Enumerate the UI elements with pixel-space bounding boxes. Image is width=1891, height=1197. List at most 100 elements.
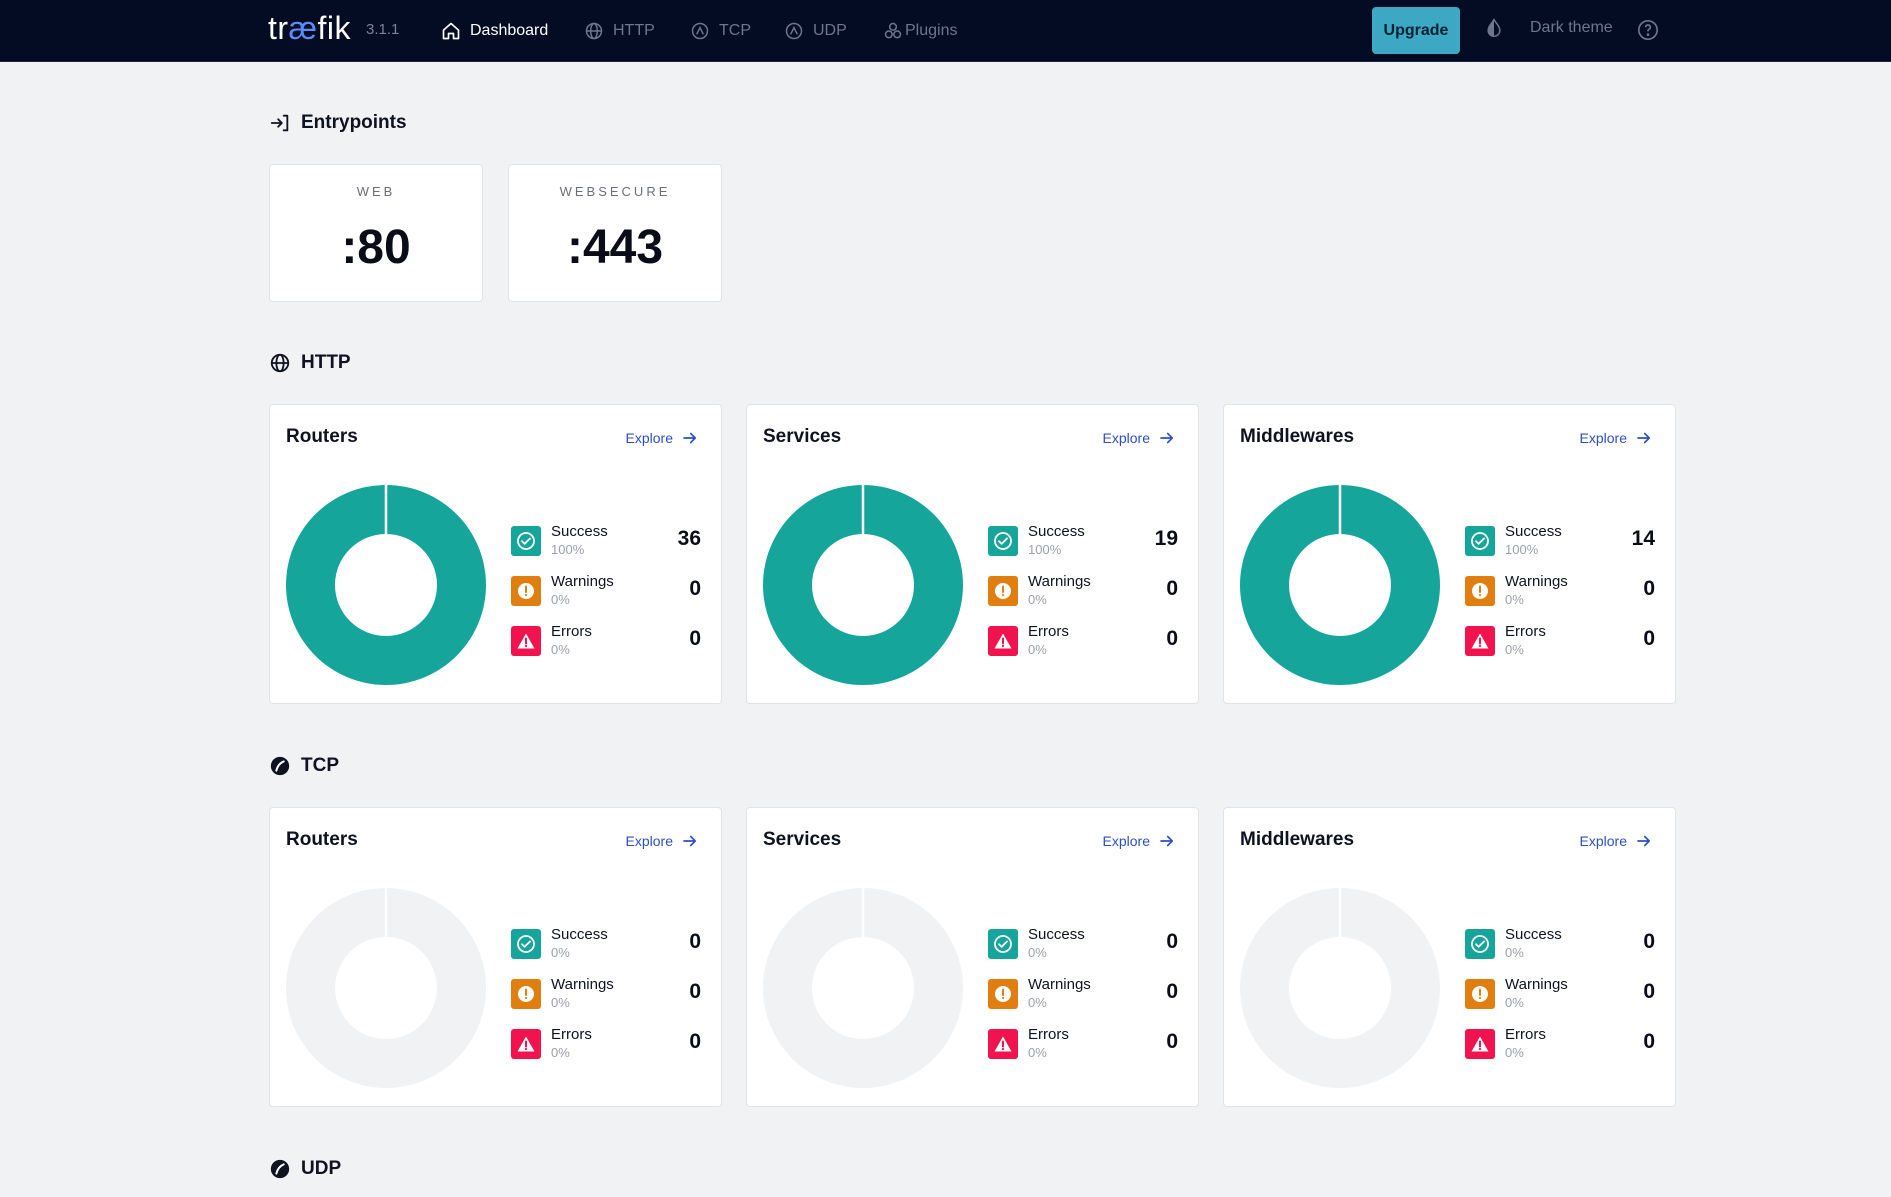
legend-label: Errors (1028, 1026, 1069, 1043)
legend-percent: 0% (1028, 995, 1047, 1010)
top-navigation-bar: træfik 3.1.1 Dashboard HTTP TCP UDP Plug… (0, 0, 1891, 62)
card-title: Routers (286, 426, 358, 447)
legend-label: Warnings (551, 573, 614, 590)
warning-triangle-icon (517, 1036, 535, 1052)
nav-plugins[interactable]: Plugins (883, 18, 957, 44)
explore-link[interactable]: Explore (1580, 832, 1653, 850)
legend-percent: 0% (1028, 1045, 1047, 1060)
legend-label: Warnings (1028, 573, 1091, 590)
logo-text-end: fik (317, 10, 351, 46)
http-heading: HTTP (269, 352, 351, 374)
legend-count: 0 (1643, 930, 1655, 953)
card-title: Routers (286, 829, 358, 850)
globe-icon (270, 353, 290, 373)
legend-count: 0 (689, 577, 701, 600)
legend-percent: 0% (551, 642, 570, 657)
home-icon (442, 22, 460, 40)
legend-count: 0 (689, 980, 701, 1003)
legend-label: Errors (551, 623, 592, 640)
legend-count: 0 (1643, 627, 1655, 650)
explore-link[interactable]: Explore (626, 429, 699, 447)
explore-link[interactable]: Explore (1103, 832, 1176, 850)
entrypoints-title: Entrypoints (301, 112, 407, 133)
legend-warnings: Warnings 0% 0 (1465, 573, 1655, 613)
nav-tcp-label: TCP (719, 22, 751, 39)
donut-segment (1240, 485, 1440, 685)
legend-percent: 0% (551, 945, 570, 960)
traefik-logo[interactable]: træfik (268, 10, 351, 47)
explore-label: Explore (625, 430, 673, 446)
nav-udp[interactable]: UDP (784, 18, 847, 44)
check-circle-icon (994, 532, 1012, 550)
error-badge (988, 1029, 1018, 1059)
explore-link[interactable]: Explore (626, 832, 699, 850)
explore-label: Explore (1579, 430, 1627, 446)
legend-label: Warnings (1028, 976, 1091, 993)
warning-badge (511, 979, 541, 1009)
warning-badge (1465, 979, 1495, 1009)
donut-segment (286, 485, 486, 685)
exclamation-circle-icon (995, 583, 1011, 599)
entrypoints-heading: Entrypoints (269, 112, 407, 134)
legend-label: Success (1505, 523, 1562, 540)
login-arrow-icon (270, 114, 289, 132)
legend-errors: Errors 0% 0 (511, 1026, 701, 1066)
legend-success: Success 100% 36 (511, 523, 701, 563)
upgrade-button[interactable]: Upgrade (1372, 7, 1460, 54)
warning-triangle-icon (1471, 1036, 1489, 1052)
arrow-right-icon (683, 835, 697, 847)
success-badge (988, 526, 1018, 556)
legend-percent: 0% (1028, 945, 1047, 960)
tcp-icon (270, 756, 290, 776)
legend-warnings: Warnings 0% 0 (511, 573, 701, 613)
legend-label: Success (1028, 926, 1085, 943)
legend-warnings: Warnings 0% 0 (988, 573, 1178, 613)
legend-warnings: Warnings 0% 0 (1465, 976, 1655, 1016)
check-circle-icon (517, 532, 535, 550)
success-badge (1465, 929, 1495, 959)
explore-label: Explore (1579, 833, 1627, 849)
legend-percent: 0% (1505, 995, 1524, 1010)
error-badge (511, 626, 541, 656)
arrow-right-icon (1160, 835, 1174, 847)
nav-dashboard[interactable]: Dashboard (441, 18, 548, 44)
legend-count: 19 (1154, 527, 1178, 550)
legend-count: 0 (689, 930, 701, 953)
legend-errors: Errors 0% 0 (988, 1026, 1178, 1066)
legend-errors: Errors 0% 0 (1465, 623, 1655, 663)
warning-triangle-icon (517, 633, 535, 649)
nav-plugins-label: Plugins (905, 22, 958, 39)
card-title: Middlewares (1240, 426, 1355, 447)
nav-http[interactable]: HTTP (584, 18, 655, 44)
explore-link[interactable]: Explore (1580, 429, 1653, 447)
help-icon[interactable] (1637, 19, 1659, 41)
legend-percent: 100% (1028, 542, 1062, 557)
legend-percent: 0% (1028, 642, 1047, 657)
legend-errors: Errors 0% 0 (988, 623, 1178, 663)
card-title: Services (763, 426, 842, 447)
legend-percent: 100% (551, 542, 585, 557)
legend-label: Success (1505, 926, 1562, 943)
tcp-title: TCP (301, 755, 339, 776)
status-donut-chart (1240, 888, 1440, 1088)
stat-card-http-routers: Routers Explore Success 100% 36 Warnings… (269, 404, 722, 704)
entrypoint-card-websecure: WEBSECURE :443 (508, 164, 722, 302)
warning-badge (988, 979, 1018, 1009)
legend-label: Errors (1505, 623, 1546, 640)
entrypoint-port: :443 (566, 221, 664, 274)
legend-errors: Errors 0% 0 (511, 623, 701, 663)
legend-count: 0 (1643, 980, 1655, 1003)
legend-warnings: Warnings 0% 0 (511, 976, 701, 1016)
nav-tcp[interactable]: TCP (690, 18, 751, 44)
explore-link[interactable]: Explore (1103, 429, 1176, 447)
stat-card-http-middlewares: Middlewares Explore Success 100% 14 Warn… (1223, 404, 1676, 704)
nav-udp-label: UDP (813, 22, 847, 39)
dark-theme-toggle[interactable]: Dark theme (1484, 18, 1613, 38)
status-donut-chart (286, 888, 486, 1088)
logo-text-accent: æ (288, 10, 318, 46)
legend-success: Success 0% 0 (1465, 926, 1655, 966)
entrypoint-card-web: WEB :80 (269, 164, 483, 302)
status-donut-chart (763, 888, 963, 1088)
card-title: Middlewares (1240, 829, 1355, 850)
exclamation-circle-icon (1472, 583, 1488, 599)
